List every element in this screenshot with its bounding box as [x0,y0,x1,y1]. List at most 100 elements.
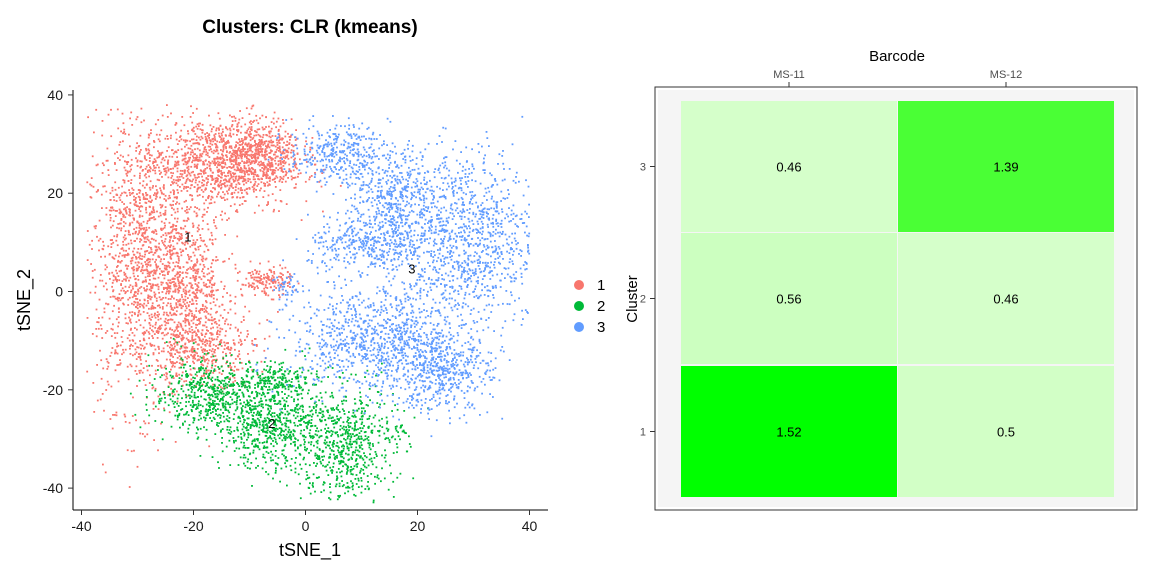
scatter-point [172,152,175,155]
scatter-point [195,179,197,182]
scatter-point [249,133,252,136]
scatter-point [120,227,123,230]
scatter-point [134,291,137,293]
scatter-point [129,202,132,204]
scatter-point [149,298,152,300]
scatter-point [269,149,272,152]
scatter-point [148,273,151,276]
scatter-point [176,357,179,359]
scatter-point [270,130,272,133]
scatter-point [201,255,204,258]
scatter-point [200,189,203,191]
scatter-point [198,289,201,292]
scatter-point [170,349,172,352]
scatter-point [259,279,261,282]
scatter-point [236,235,239,238]
scatter-point [99,237,102,240]
scatter-point [159,365,162,368]
scatter-point [269,420,272,423]
scatter-point [198,310,200,313]
scatter-point [126,170,129,173]
scatter-point [184,331,187,334]
scatter-point [194,247,197,250]
scatter-point [231,369,234,371]
scatter-point [173,388,176,391]
scatter-point [161,151,164,154]
scatter-point [176,170,179,173]
scatter-point [118,212,121,214]
scatter-point [241,408,243,411]
scatter-point [170,214,173,216]
scatter-point [222,154,224,157]
scatter-point [147,200,150,203]
scatter-point [229,170,232,173]
scatter-point [186,269,188,271]
scatter-point [176,184,179,187]
scatter-point [180,251,182,254]
scatter-point [165,292,167,295]
scatter-point [177,288,179,291]
scatter-point [182,158,185,161]
scatter-point [139,227,142,230]
scatter-point [214,390,217,392]
scatter-point [235,439,237,442]
scatter-point [270,405,272,408]
scatter-point [132,354,134,357]
scatter-point [263,277,266,280]
scatter-point [282,150,285,153]
scatter-point [276,403,278,405]
scatter-point [280,282,283,285]
scatter-point [239,399,241,401]
scatter-point [244,173,246,176]
scatter-point [189,194,191,197]
scatter-point [287,157,290,160]
scatter-point [258,322,261,325]
scatter-point [164,244,166,247]
scatter-point [217,366,220,368]
scatter-point [266,319,269,321]
scatter-point [189,206,192,209]
scatter-point [247,158,250,161]
scatter-point [269,436,272,439]
scatter-point [234,409,237,412]
scatter-point [138,224,141,227]
scatter-point [260,275,262,277]
scatter-point [274,399,277,402]
scatter-point [286,410,289,413]
scatter-point [246,161,249,164]
scatter-point [134,231,137,233]
scatter-point [275,469,277,472]
scatter-point [186,170,189,172]
scatter-point [241,203,244,205]
scatter-point [144,168,147,170]
scatter-point [255,119,258,122]
scatter-point [184,210,187,212]
scatter-point [257,175,260,178]
scatter-point [314,172,316,174]
scatter-point [267,278,270,281]
scatter-point [199,254,202,256]
scatter-point [125,291,127,293]
scatter-point [90,263,92,265]
scatter-point [207,319,210,321]
scatter-point [188,327,191,330]
scatter-point [217,343,220,346]
scatter-point [209,279,212,282]
scatter-point [282,137,284,140]
scatter-point [196,284,199,287]
scatter-point [203,381,206,383]
scatter-point [240,288,242,291]
scatter-point [121,280,124,282]
scatter-point [206,223,209,225]
scatter-point [281,267,284,270]
scatter-point [247,333,249,336]
scatter-point [131,187,134,190]
scatter-point [102,367,105,370]
scatter-point [287,404,289,407]
scatter-point [249,467,251,470]
scatter-point [217,408,219,410]
scatter-point [129,117,131,120]
scatter-point [190,395,193,398]
scatter-point [188,294,191,297]
scatter-point [124,317,127,320]
